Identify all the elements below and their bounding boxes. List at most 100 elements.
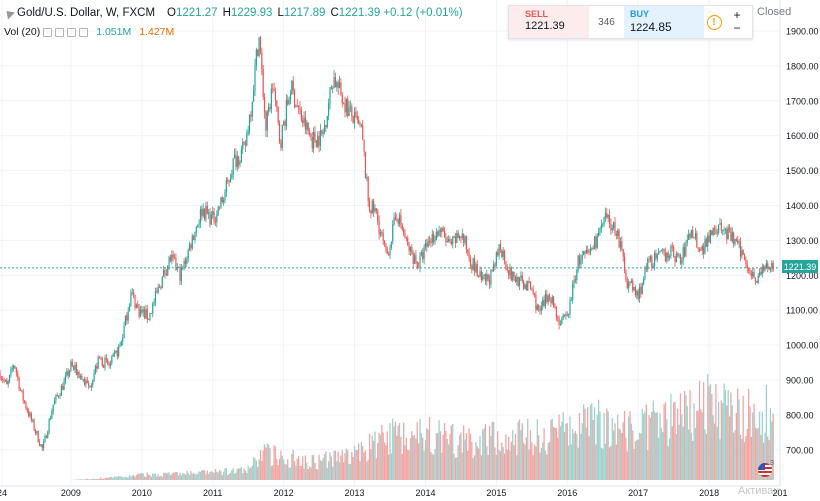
buy-button[interactable]: BUY 1224.85: [624, 6, 704, 38]
candle-body: [592, 247, 594, 250]
candle-body: [514, 276, 517, 282]
volume-bar: [442, 434, 444, 480]
candle-body: [708, 235, 710, 243]
volume-bar: [146, 472, 148, 480]
candle-body: [281, 124, 283, 148]
volume-bar: [457, 445, 459, 480]
candle-body: [505, 261, 507, 268]
candle-body: [718, 224, 720, 233]
volume-bar: [543, 428, 545, 480]
candle-body: [667, 252, 669, 258]
volume-legend: Vol (20) 1.051M 1.427M: [4, 24, 174, 40]
candle-body: [128, 306, 131, 312]
volume-label[interactable]: Vol (20): [4, 26, 41, 38]
close-icon[interactable]: [67, 27, 77, 37]
volume-bar: [685, 394, 687, 480]
candle-body: [340, 82, 342, 95]
candle-body: [427, 240, 429, 247]
volume-bar: [552, 426, 555, 480]
volume-bar: [206, 470, 208, 480]
plus-icon[interactable]: +: [733, 8, 741, 22]
buy-label: BUY: [630, 9, 650, 19]
candle-body: [546, 294, 548, 303]
candle-body: [655, 253, 657, 259]
volume-bar: [645, 404, 648, 480]
candle-body: [59, 395, 61, 397]
open-value: 1221.27: [175, 7, 218, 19]
candle-body: [484, 274, 487, 282]
candle-body: [77, 372, 79, 375]
volume-bar: [389, 423, 391, 480]
sell-button[interactable]: SELL 1221.39: [509, 6, 589, 38]
candle-body: [531, 288, 533, 290]
candle-body: [608, 214, 611, 224]
candle-body: [52, 404, 54, 412]
volume-bar: [199, 471, 202, 480]
symbol-title[interactable]: Gold/U.S. Dollar, W, FXCM: [17, 7, 156, 19]
candle-body: [416, 261, 418, 268]
candle-body: [29, 413, 31, 416]
volume-bar: [712, 415, 714, 480]
volume-bar: [614, 423, 616, 480]
volume-bar: [472, 458, 474, 480]
candle-body: [115, 350, 117, 353]
candle-body: [243, 142, 245, 143]
candle-body: [358, 120, 360, 124]
candle-body: [596, 235, 598, 248]
volume-bar: [741, 438, 743, 480]
price-axis[interactable]: 1900.00 1800.00 1700.00 1600.00 1500.00 1400.…: [786, 27, 819, 456]
volume-bar: [726, 405, 728, 480]
candle-body: [532, 289, 534, 294]
volume-bar: [577, 447, 579, 480]
close-label: C: [330, 7, 339, 19]
volume-bar: [698, 380, 701, 480]
candle-body: [663, 249, 665, 253]
candle-body: [220, 197, 222, 208]
volume-bar: [179, 472, 181, 480]
info-button[interactable]: !: [704, 6, 724, 38]
volume-bar: [443, 423, 446, 480]
volume-bar: [734, 430, 736, 480]
price-tick-label: 1900.00: [786, 27, 819, 37]
candle-body: [18, 377, 20, 390]
volume-bar: [576, 434, 578, 480]
candle-body: [0, 373, 1, 379]
volume-bar: [327, 461, 330, 480]
candle-body: [255, 49, 257, 66]
volume-bar: [198, 471, 200, 480]
us-flag-icon[interactable]: [758, 463, 772, 477]
volume-bar: [527, 418, 529, 480]
volume-bar: [79, 479, 82, 480]
candle-body: [206, 206, 208, 214]
candle-body: [587, 249, 589, 253]
volume-bar: [589, 404, 592, 480]
candle-body: [611, 228, 613, 230]
minus-icon[interactable]: −: [733, 21, 741, 35]
volume-bar: [581, 423, 583, 480]
time-axis[interactable]: 24 2009 2010 2011 2012 2013 2014 2015 2016 2017 20…: [0, 488, 788, 498]
volume-bar: [441, 452, 443, 480]
candle-body: [529, 281, 532, 289]
candle-body: [396, 219, 398, 221]
volume-bar: [108, 477, 110, 480]
candle-body: [315, 140, 317, 147]
settings-icon[interactable]: [55, 27, 65, 37]
candle-body: [674, 256, 676, 263]
volume-bar: [524, 444, 526, 480]
candle-body: [276, 100, 278, 107]
candle-body: [161, 276, 163, 289]
candle-body: [606, 213, 608, 218]
candle-body: [588, 252, 590, 254]
volume-bar: [559, 426, 562, 480]
candle-body: [47, 432, 49, 438]
candle-body: [131, 292, 133, 294]
more-icon[interactable]: [79, 27, 89, 37]
candle-body: [497, 252, 499, 256]
order-size-stepper[interactable]: + −: [724, 6, 750, 38]
eye-icon[interactable]: [43, 27, 53, 37]
collapse-arrow-icon[interactable]: [2, 6, 16, 20]
price-tick-label: 900.00: [786, 376, 814, 386]
candle-body: [398, 214, 401, 224]
candle-body: [268, 106, 270, 112]
